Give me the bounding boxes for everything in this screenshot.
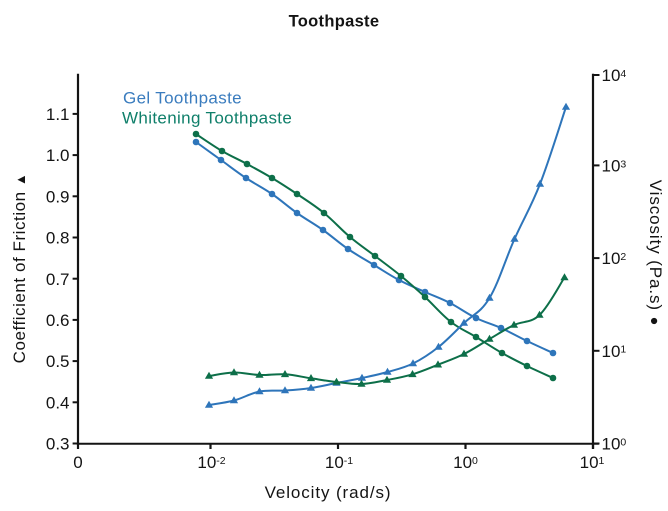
svg-text:Whitening Toothpaste: Whitening Toothpaste bbox=[122, 108, 292, 127]
svg-text:1.0: 1.0 bbox=[46, 146, 70, 165]
svg-text:101: 101 bbox=[602, 342, 627, 361]
svg-text:102: 102 bbox=[602, 249, 627, 268]
svg-text:104: 104 bbox=[602, 66, 627, 85]
svg-text:Toothpaste: Toothpaste bbox=[289, 12, 380, 30]
svg-text:100: 100 bbox=[453, 453, 478, 472]
svg-text:0.3: 0.3 bbox=[46, 435, 70, 454]
svg-text:0.6: 0.6 bbox=[46, 311, 70, 330]
svg-text:Coefficient of Friction ▲: Coefficient of Friction ▲ bbox=[10, 173, 29, 364]
svg-text:Viscosity (Pa.s) ●: Viscosity (Pa.s) ● bbox=[646, 180, 665, 327]
svg-text:101: 101 bbox=[580, 453, 605, 472]
svg-text:0.7: 0.7 bbox=[46, 270, 70, 289]
svg-text:0.8: 0.8 bbox=[46, 229, 70, 248]
svg-text:0.5: 0.5 bbox=[46, 352, 70, 371]
svg-text:Velocity (rad/s): Velocity (rad/s) bbox=[265, 483, 392, 502]
svg-text:100: 100 bbox=[602, 435, 627, 454]
svg-text:0: 0 bbox=[73, 453, 82, 472]
svg-text:103: 103 bbox=[602, 157, 627, 176]
svg-text:Gel Toothpaste: Gel Toothpaste bbox=[123, 89, 242, 108]
svg-text:1.1: 1.1 bbox=[46, 105, 70, 124]
svg-text:0.9: 0.9 bbox=[46, 187, 70, 206]
svg-text:0.4: 0.4 bbox=[46, 393, 70, 412]
